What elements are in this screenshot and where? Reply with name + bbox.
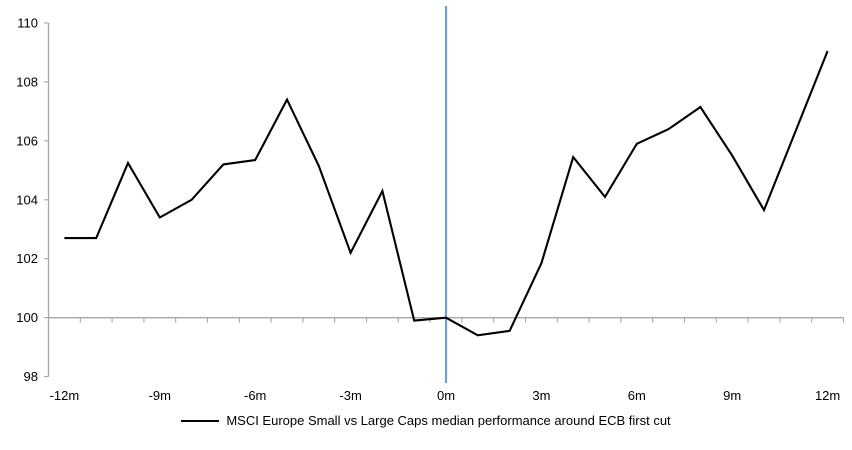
y-axis-tick-label: 104 xyxy=(16,192,38,207)
x-axis-tick-label: -3m xyxy=(339,388,361,403)
legend-line-swatch xyxy=(181,419,220,422)
x-axis-tick-label: -12m xyxy=(50,388,80,403)
x-axis-tick-label: 6m xyxy=(628,388,646,403)
x-axis-tick-label: 12m xyxy=(815,388,840,403)
y-axis-tick-label: 100 xyxy=(16,310,38,325)
y-axis-tick-label: 98 xyxy=(24,369,38,384)
legend-label: MSCI Europe Small vs Large Caps median p… xyxy=(226,413,671,428)
y-axis-tick-label: 106 xyxy=(16,133,38,148)
legend: MSCI Europe Small vs Large Caps median p… xyxy=(0,413,852,428)
x-axis-tick-label: 3m xyxy=(532,388,550,403)
x-axis-tick-label: -9m xyxy=(149,388,171,403)
y-axis-tick-label: 102 xyxy=(16,251,38,266)
x-axis-tick-label: -6m xyxy=(244,388,266,403)
x-axis-tick-label: 0m xyxy=(437,388,455,403)
series-line xyxy=(64,50,829,337)
y-axis-tick-label: 108 xyxy=(16,74,38,89)
y-axis-tick-label: 110 xyxy=(17,16,38,31)
x-axis-tick-label: 9m xyxy=(723,388,741,403)
